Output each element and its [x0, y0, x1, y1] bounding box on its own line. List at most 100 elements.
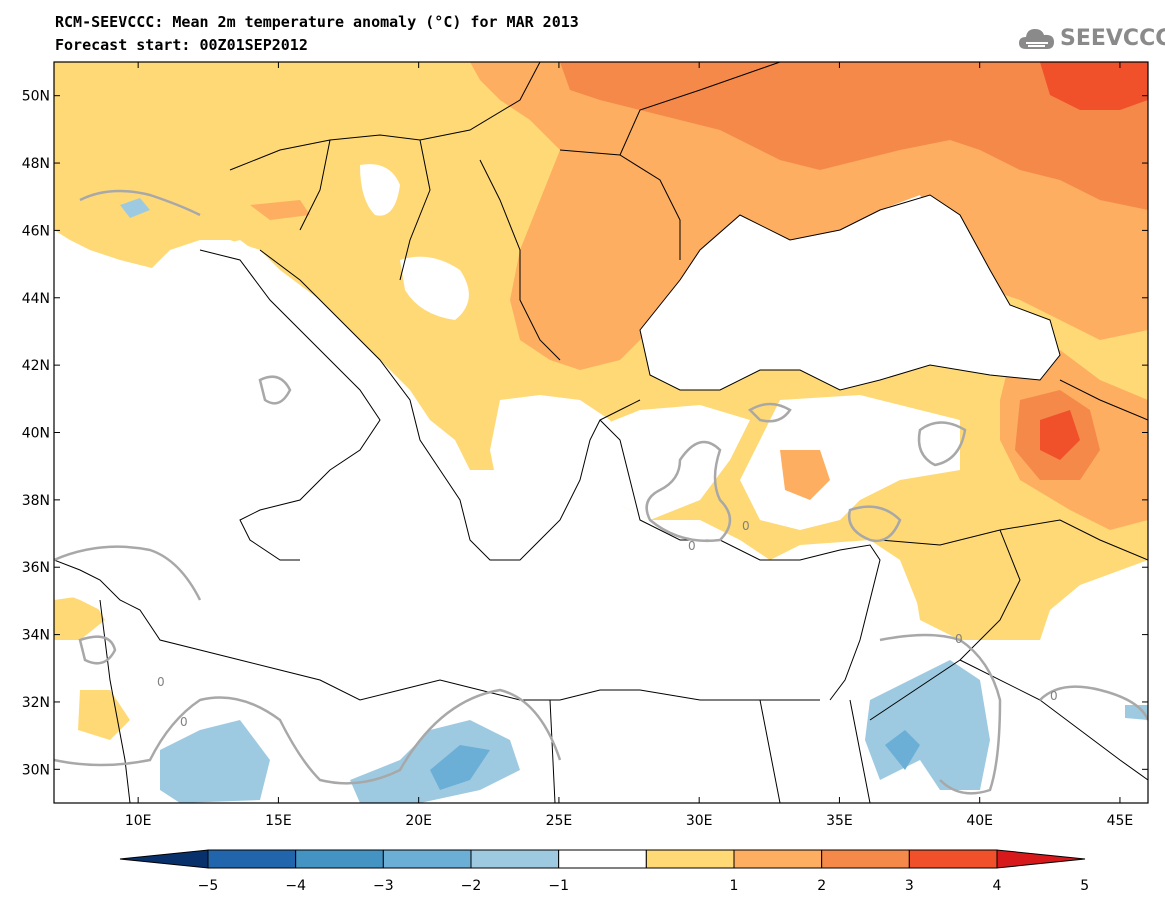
- colorbar-swatch: [207, 849, 297, 869]
- border-middle-east: [869, 379, 1148, 781]
- colorbar-label: 3: [905, 878, 914, 894]
- lat-tick-label: 34N: [22, 628, 50, 644]
- contour-libya: [54, 688, 562, 785]
- colorbar-label: 2: [817, 878, 826, 894]
- lat-tick-label: 38N: [22, 493, 50, 509]
- anomaly-2-3-anatolia: [780, 450, 830, 500]
- forecast-start-label: Forecast start: 00Z01SEP2012: [55, 36, 308, 54]
- contour-anatolia-north: [747, 402, 792, 423]
- coastlines: [54, 62, 1148, 803]
- colorbar-label: −1: [548, 878, 569, 894]
- anomaly-4-5-armenia: [1040, 410, 1080, 460]
- contour-algeria: [54, 545, 202, 601]
- lat-tick-label: 42N: [22, 358, 50, 374]
- colorbar-label: 1: [730, 878, 739, 894]
- aegean-sea: [490, 395, 630, 570]
- contour-syria: [847, 505, 902, 543]
- colorbar-label: −2: [461, 878, 482, 894]
- adriatic-sea: [200, 240, 400, 410]
- anomaly-neg-darker-jordan: [885, 730, 920, 770]
- lon-tick-label: 40E: [966, 813, 993, 829]
- zero-contours: [54, 189, 1148, 795]
- contour-label-6: 0: [1050, 689, 1058, 703]
- lat-tick-label: 48N: [22, 156, 50, 172]
- latitude-axis: 50N 48N 46N 44N 42N 40N 38N 36N 34N 32N 30N: [22, 89, 1148, 778]
- contour-label-5: 0: [180, 715, 188, 729]
- anomaly-neg-darker-libya: [430, 745, 490, 790]
- colorbar: −5 −4 −3 −2 −1 1 2 3 4 5: [119, 849, 1089, 894]
- colorbar-swatch: [470, 849, 560, 869]
- anomaly-neutral-balkans: [400, 256, 469, 320]
- lat-tick-label: 44N: [22, 291, 50, 307]
- lat-tick-label: 40N: [22, 426, 50, 442]
- lon-tick-label: 35E: [826, 813, 853, 829]
- anomaly-1-2-tunisia: [78, 690, 130, 740]
- logo-text: SEEVCCC: [1060, 25, 1165, 51]
- azov-sea: [840, 195, 930, 250]
- lon-tick-label: 25E: [546, 813, 573, 829]
- border-central-europe: [229, 62, 781, 361]
- seevccc-logo: SEEVCCC: [1018, 22, 1165, 54]
- colorbar-swatch: [908, 849, 998, 869]
- mediterranean-sea: [54, 250, 880, 700]
- anomaly-neg-libya-east: [350, 720, 520, 803]
- colorbar-swatch: [295, 849, 384, 869]
- lon-tick-label: 30E: [686, 813, 713, 829]
- coastline-black-sea: [639, 194, 1061, 391]
- anomaly-neg-alps: [120, 198, 150, 218]
- border-north-africa: [99, 599, 871, 803]
- anomaly-neg-libya-west: [160, 720, 270, 803]
- anomaly-1-2-algeria: [54, 595, 105, 640]
- map-plot-area: [54, 62, 1148, 803]
- cloud-logo-icon: [1019, 29, 1054, 49]
- coastline-anatolia: [599, 419, 881, 701]
- anomaly-2-3-alps: [250, 200, 310, 220]
- colorbar-label: −3: [373, 878, 394, 894]
- lat-tick-label: 46N: [22, 223, 50, 239]
- colorbar-swatch: [382, 849, 472, 869]
- anomaly-neutral-pannonia: [360, 164, 400, 216]
- colorbar-min-extension: [119, 849, 209, 869]
- colorbar-swatch: [645, 849, 735, 869]
- contour-label-2: 0: [688, 539, 696, 553]
- lat-tick-label: 50N: [22, 89, 50, 105]
- coastline-africa: [54, 559, 820, 701]
- contour-sardinia: [258, 375, 292, 405]
- anomaly-neutral-anatolia-center: [740, 395, 960, 530]
- coastline-italy: [199, 249, 381, 561]
- contour-label-4: 0: [157, 675, 165, 689]
- colorbar-swatch: [733, 849, 823, 869]
- contour-alps: [79, 189, 201, 217]
- colorbar-label: 4: [993, 878, 1002, 894]
- colorbar-label: −5: [198, 878, 219, 894]
- anomaly-4-5-northeast: [1040, 62, 1148, 110]
- lon-tick-label: 15E: [265, 813, 292, 829]
- colorbar-label: 5: [1080, 878, 1089, 894]
- contour-iraq: [1039, 685, 1148, 721]
- colorbar-label: −4: [285, 878, 306, 894]
- lat-tick-label: 30N: [22, 762, 50, 778]
- anomaly-1-2-syria: [910, 540, 1050, 640]
- colorbar-swatch: [558, 849, 647, 869]
- map-title: RCM-SEEVCCC: Mean 2m temperature anomaly…: [55, 13, 579, 31]
- longitude-axis: 10E 15E 20E 25E 30E 35E 40E 45E: [125, 62, 1133, 829]
- coastline-balkans: [259, 249, 641, 561]
- anomaly-3-4-ukraine: [560, 62, 1148, 210]
- colorbar-swatch: [821, 849, 910, 869]
- contour-jordan: [879, 633, 1002, 795]
- colorbar-max-extension: [996, 849, 1086, 869]
- anomaly-neg-iraq: [1125, 705, 1148, 720]
- lat-tick-label: 36N: [22, 560, 50, 576]
- lat-tick-label: 32N: [22, 695, 50, 711]
- contour-label-1: 0: [742, 519, 750, 533]
- lon-tick-label: 10E: [125, 813, 152, 829]
- anomaly-neutral-anatolia-west: [590, 405, 750, 520]
- black-sea: [640, 195, 1060, 390]
- contour-anatolia-west: [645, 440, 732, 542]
- contour-tunisia: [78, 635, 117, 665]
- contour-labels: 0 0 0 0 0 0: [157, 519, 1058, 729]
- lon-tick-label: 20E: [405, 813, 432, 829]
- lon-tick-label: 45E: [1107, 813, 1134, 829]
- contour-label-3: 0: [955, 632, 963, 646]
